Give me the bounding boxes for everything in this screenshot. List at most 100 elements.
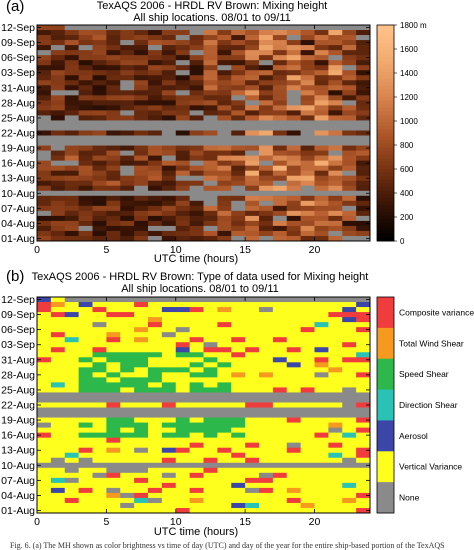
heatmap-cell — [161, 352, 177, 358]
heatmap-cell — [37, 45, 52, 51]
heatmap-cell — [175, 492, 191, 499]
heatmap-cell — [259, 422, 274, 428]
heatmap-cell — [50, 235, 66, 242]
heatmap-cell — [342, 70, 357, 76]
heatmap-cell — [328, 170, 343, 177]
heatmap-cell — [314, 170, 329, 177]
heatmap-cell — [272, 487, 288, 494]
heatmap-cell — [50, 140, 66, 146]
heatmap-cell — [300, 482, 315, 489]
heatmap-cell — [342, 352, 357, 358]
heatmap-cell — [203, 95, 218, 101]
heatmap-cell — [120, 442, 135, 449]
heatmap-cell — [37, 190, 52, 197]
heatmap-cell — [161, 422, 177, 428]
heatmap-cell — [286, 302, 302, 308]
heatmap-cell — [161, 135, 177, 141]
heatmap-cell — [64, 317, 80, 323]
heatmap-cell — [342, 225, 357, 232]
heatmap-cell — [78, 302, 93, 308]
heatmap-cell — [231, 205, 246, 212]
heatmap-cell — [217, 397, 232, 403]
heatmap-cell — [148, 477, 163, 484]
heatmap-cell — [231, 307, 246, 313]
heatmap-cell — [259, 377, 274, 383]
heatmap-cell — [78, 150, 93, 156]
heatmap-cell — [134, 45, 149, 51]
heatmap-cell — [300, 417, 315, 423]
heatmap-cell — [161, 327, 177, 333]
heatmap-cell — [272, 502, 288, 509]
heatmap-cell — [106, 307, 121, 313]
y-tick-label: 25-Aug — [1, 384, 35, 396]
heatmap-cell — [148, 487, 163, 494]
colorbar-swatch — [377, 165, 394, 170]
colorbar-tick-label: 1800 m — [400, 21, 427, 30]
heatmap-cell — [134, 332, 149, 338]
heatmap-cell — [189, 160, 204, 167]
heatmap-cell — [50, 135, 66, 141]
heatmap-cell — [328, 397, 343, 403]
heatmap-cell — [300, 235, 315, 242]
heatmap-cell — [217, 85, 232, 91]
heatmap-cell — [217, 422, 232, 428]
heatmap-cell — [37, 210, 52, 217]
heatmap-cell — [314, 210, 329, 217]
heatmap-cell — [78, 382, 93, 388]
heatmap-cell — [356, 457, 371, 464]
heatmap-cell — [106, 427, 121, 434]
heatmap-cell — [203, 452, 218, 459]
heatmap-cell — [106, 482, 121, 489]
heatmap-cell — [300, 497, 315, 504]
heatmap-cell — [120, 477, 135, 484]
heatmap-cell — [314, 30, 329, 36]
heatmap-cell — [50, 507, 66, 514]
heatmap-cell — [217, 200, 232, 207]
heatmap-cell — [314, 377, 329, 383]
heatmap-cell — [300, 452, 315, 459]
heatmap-cell — [342, 367, 357, 373]
heatmap-cell — [259, 412, 274, 418]
heatmap-cell — [92, 302, 107, 308]
heatmap-cell — [203, 115, 218, 121]
heatmap-cell — [217, 367, 232, 373]
heatmap-cell — [203, 185, 218, 192]
heatmap-cell — [328, 327, 343, 333]
heatmap-cell — [92, 170, 107, 177]
heatmap-cell — [148, 155, 163, 162]
heatmap-cell — [231, 457, 246, 464]
heatmap-cell — [259, 407, 274, 413]
heatmap-cell — [175, 507, 191, 514]
heatmap-cell — [356, 447, 371, 454]
heatmap-cell — [272, 367, 288, 373]
heatmap-cell — [50, 175, 66, 182]
heatmap-cell — [342, 402, 357, 408]
heatmap-cell — [37, 105, 52, 111]
heatmap-cell — [120, 342, 135, 348]
heatmap-cell — [203, 467, 218, 474]
heatmap-cell — [148, 95, 163, 101]
heatmap-cell — [300, 322, 315, 328]
x-tick-label: 20 — [309, 516, 321, 528]
heatmap-cell — [328, 85, 343, 91]
heatmap-cell — [50, 230, 66, 237]
heatmap-cell — [64, 100, 80, 106]
heatmap-cell — [175, 190, 191, 197]
heatmap-cell — [64, 347, 80, 353]
heatmap-cell — [50, 327, 66, 333]
heatmap-cell — [120, 472, 135, 479]
heatmap-cell — [92, 377, 107, 383]
heatmap-cell — [134, 60, 149, 66]
heatmap-cell — [120, 432, 135, 439]
heatmap-cell — [342, 457, 357, 464]
heatmap-cell — [314, 307, 329, 313]
heatmap-cell — [161, 90, 177, 96]
heatmap-cell — [272, 185, 288, 192]
heatmap-cell — [328, 115, 343, 121]
heatmap-cell — [189, 297, 204, 303]
heatmap-cell — [161, 472, 177, 479]
heatmap-cell — [328, 387, 343, 393]
heatmap-cell — [203, 140, 218, 146]
heatmap-cell — [189, 135, 204, 141]
heatmap-cell — [217, 120, 232, 126]
